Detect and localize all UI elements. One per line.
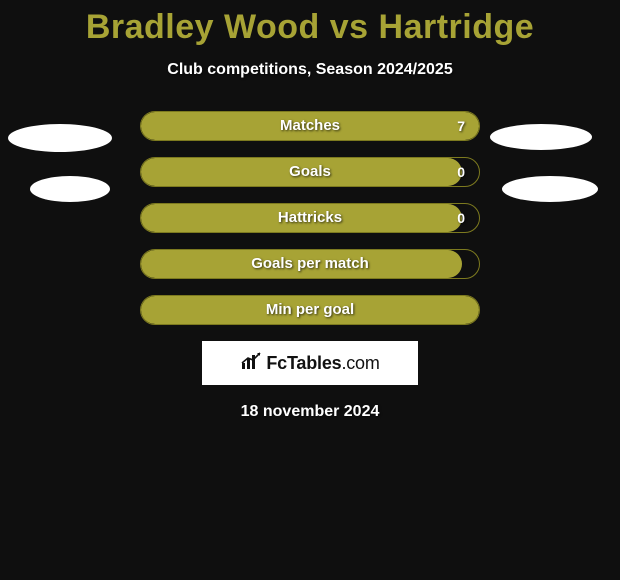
- page-title: Bradley Wood vs Hartridge: [0, 0, 620, 47]
- row-label: Goals per match: [141, 250, 479, 278]
- row-label: Min per goal: [141, 296, 479, 324]
- row-value: 0: [457, 158, 465, 186]
- side-ellipse: [490, 124, 592, 150]
- row-value: 0: [457, 204, 465, 232]
- row-label: Goals: [141, 158, 479, 186]
- date-label: 18 november 2024: [0, 403, 620, 421]
- chart-row: Goals0: [140, 157, 480, 187]
- side-ellipse: [8, 124, 112, 152]
- chart-row: Hattricks0: [140, 203, 480, 233]
- side-ellipse: [30, 176, 110, 202]
- logo-box: FcTables.com: [202, 341, 418, 385]
- chart-row: Matches7: [140, 111, 480, 141]
- subtitle: Club competitions, Season 2024/2025: [0, 61, 620, 79]
- side-ellipse: [502, 176, 598, 202]
- row-label: Hattricks: [141, 204, 479, 232]
- row-value: 7: [457, 112, 465, 140]
- chart-icon: [240, 351, 262, 376]
- logo-brand-bold: FcTables: [266, 353, 341, 373]
- chart-row: Goals per match: [140, 249, 480, 279]
- chart-row: Min per goal: [140, 295, 480, 325]
- row-label: Matches: [141, 112, 479, 140]
- logo-text: FcTables.com: [266, 353, 379, 374]
- logo-brand-light: .com: [341, 353, 379, 373]
- comparison-chart: Matches7Goals0Hattricks0Goals per matchM…: [140, 111, 480, 325]
